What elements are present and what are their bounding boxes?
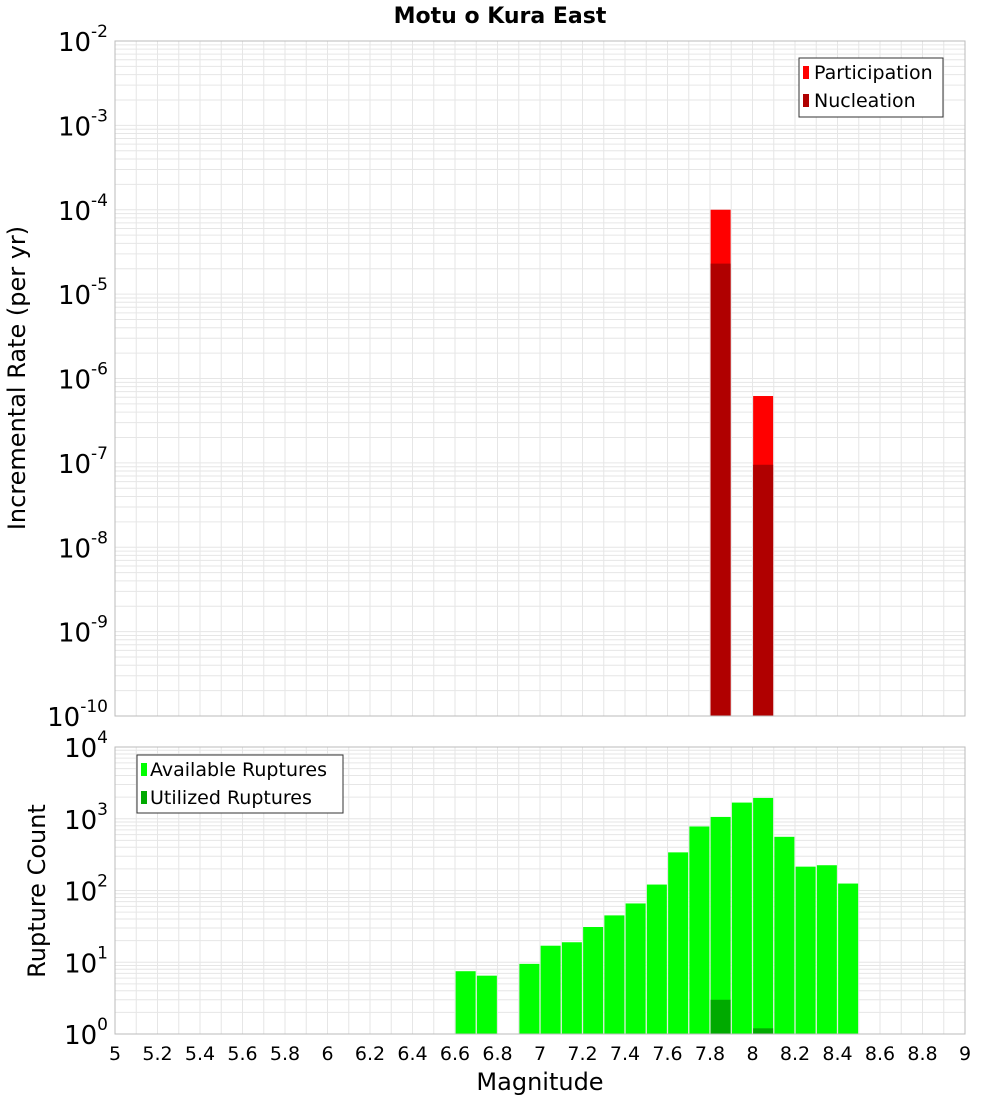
available-legend-swatch (141, 763, 147, 776)
available-ruptures-bar (540, 945, 561, 1034)
available-ruptures-bar (604, 915, 625, 1034)
x-tick-label: 7.2 (567, 1043, 597, 1065)
top-y-tick-label: 10-5 (58, 275, 108, 311)
x-axis-label: Magnitude (476, 1068, 603, 1096)
utilized-legend-label: Utilized Ruptures (150, 787, 312, 809)
x-tick-label: 8 (746, 1043, 758, 1065)
x-tick-label: 6.2 (355, 1043, 385, 1065)
bottom-y-axis-label: Rupture Count (23, 804, 51, 978)
nucleation-legend-label: Nucleation (814, 90, 916, 112)
top-y-axis-label: Incremental Rate (per yr) (3, 226, 31, 530)
x-tick-label: 5 (109, 1043, 121, 1065)
bottom-y-tick-label: 103 (64, 800, 108, 836)
participation-legend-swatch (803, 66, 809, 79)
top-y-tick-label: 10-3 (58, 106, 108, 142)
x-tick-label: 8.2 (780, 1043, 810, 1065)
bottom-y-tick-label: 101 (64, 943, 108, 979)
x-tick-label: 7.6 (652, 1043, 682, 1065)
available-ruptures-bar (519, 963, 540, 1034)
x-tick-label: 5.4 (185, 1043, 215, 1065)
chart-title: Motu o Kura East (394, 4, 607, 29)
available-ruptures-bar (668, 852, 689, 1034)
x-tick-label: 8.8 (907, 1043, 937, 1065)
x-tick-label: 8.6 (865, 1043, 895, 1065)
available-ruptures-bar (731, 802, 752, 1034)
x-tick-label: 5.2 (142, 1043, 172, 1065)
top-y-tick-label: 10-10 (47, 697, 108, 733)
x-tick-label: 5.8 (270, 1043, 300, 1065)
x-tick-label: 6.8 (482, 1043, 512, 1065)
available-ruptures-bar (625, 903, 646, 1034)
available-ruptures-bar (710, 816, 731, 1034)
x-tick-label: 7.4 (610, 1043, 640, 1065)
available-ruptures-bar (455, 971, 476, 1034)
available-ruptures-bar (753, 797, 774, 1034)
x-tick-label: 6 (321, 1043, 333, 1065)
bottom-legend: Available Ruptures Utilized Ruptures (136, 754, 344, 814)
x-tick-label: 7.8 (695, 1043, 725, 1065)
nucleation-bar (710, 263, 731, 716)
x-tick-label: 7 (534, 1043, 546, 1065)
top-y-tick-label: 10-2 (58, 22, 108, 58)
available-legend-label: Available Ruptures (150, 759, 327, 781)
utilized-ruptures-bar (710, 999, 731, 1034)
x-tick-label: 6.6 (440, 1043, 470, 1065)
bottom-legend-box (136, 754, 344, 814)
available-ruptures-bar (476, 975, 497, 1034)
bottom-plot-frame (114, 746, 966, 1035)
utilized-ruptures-bar (753, 1028, 774, 1034)
utilized-legend-swatch (141, 791, 147, 804)
available-ruptures-bar (689, 826, 710, 1034)
available-ruptures-bar (795, 866, 816, 1034)
nucleation-bar (753, 464, 774, 716)
nucleation-legend-swatch (803, 94, 809, 107)
top-y-tick-label: 10-4 (58, 191, 108, 227)
bottom-y-tick-label: 100 (64, 1015, 108, 1051)
bottom-y-tick-label: 102 (64, 872, 108, 908)
x-tick-label: 8.4 (822, 1043, 852, 1065)
top-y-tick-label: 10-7 (58, 444, 108, 480)
available-ruptures-bar (816, 865, 837, 1034)
available-ruptures-bar (838, 883, 859, 1034)
x-tick-label: 5.6 (227, 1043, 257, 1065)
x-tick-label: 6.4 (397, 1043, 427, 1065)
available-ruptures-bar (646, 884, 667, 1034)
available-ruptures-bar (774, 836, 795, 1034)
top-legend: Participation Nucleation (798, 57, 944, 118)
top-y-tick-label: 10-9 (58, 613, 108, 649)
top-y-tick-label: 10-8 (58, 528, 108, 564)
bottom-y-tick-label: 104 (64, 728, 108, 764)
available-ruptures-bar (583, 926, 604, 1034)
available-ruptures-bar (561, 942, 582, 1034)
participation-legend-label: Participation (814, 62, 933, 84)
x-tick-label: 9 (959, 1043, 971, 1065)
top-legend-box (798, 57, 944, 118)
top-plot-frame (114, 40, 966, 717)
top-y-tick-label: 10-6 (58, 360, 108, 396)
